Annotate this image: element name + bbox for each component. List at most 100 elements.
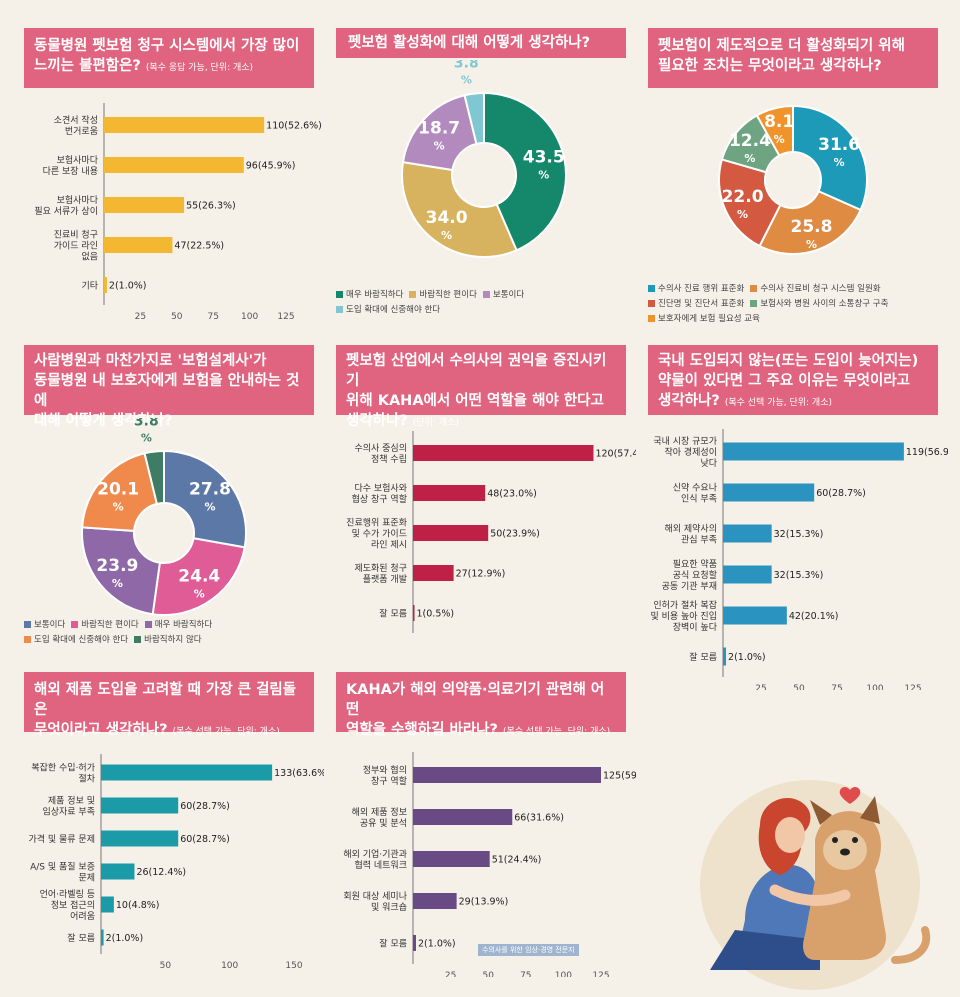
bar-value-label: 50(23.9%): [490, 529, 540, 540]
dog-eye-right: [852, 837, 858, 843]
bar: [101, 797, 179, 814]
legend-swatch: [750, 285, 758, 292]
chart4-legend: 보통이다 바람직한 편이다 매우 바람직하다도입 확대에 신중해야 한다 바람직하지 …: [24, 618, 324, 648]
category-label-line: 관심 부족: [681, 535, 717, 546]
bar-value-label: 26(12.4%): [136, 867, 186, 878]
dog-ear-left: [810, 800, 832, 825]
category-label-line: 제도화된 청구: [354, 562, 407, 574]
chart7-note: (복수 선택 가능, 단위: 개소): [172, 727, 280, 737]
chart4-donut-chart: 27.8%24.4%23.9%20.1%3.8%: [81, 414, 247, 616]
legend-swatch: [750, 300, 758, 307]
bar-value-label: 47(22.5%): [174, 241, 224, 252]
legend-swatch: [648, 300, 655, 307]
slice-value-label: 12.4: [729, 131, 771, 151]
bar: [723, 442, 904, 461]
bar-value-label: 29(13.9%): [459, 897, 509, 908]
category-label-line: 및 수가 가이드: [352, 528, 407, 540]
donut-slice: [81, 526, 161, 616]
category-label: 수의사 중심의 정책 수립: [354, 443, 407, 465]
category-label-line: 회원 대상 세미나: [343, 891, 407, 902]
slice-percent-sign: %: [112, 577, 123, 590]
x-tick-label: 25: [135, 312, 146, 320]
legend-item: 매우 바람직하다: [144, 618, 212, 633]
bar: [413, 605, 415, 621]
donut-slice: [143, 449, 165, 506]
bar: [413, 809, 513, 825]
chart8-title: KAHA가 해외 의약품·의료기기 관련해 어떤: [346, 682, 605, 718]
chart5-header: 펫보험 산업에서 수의사의 권익을 증진시키기 위해 KAHA에서 어떤 역할을…: [336, 345, 626, 429]
watermark-text: 수의사를 위한 임상·경영 전문지: [482, 946, 575, 954]
slice-percent-sign: %: [744, 152, 755, 165]
bar: [104, 117, 265, 133]
x-tick-label: 25: [755, 684, 766, 690]
category-label-line: 해외 제품 정보: [352, 806, 407, 818]
legend-label: 바람직한 편이다: [419, 290, 477, 300]
chart3-plot-container: 31.6% 25.8% 22.0% 12.4% 8.1%: [648, 100, 948, 280]
legend-swatch: [336, 306, 343, 313]
category-label: 해외 제약사의 관심 부족: [664, 523, 717, 546]
legend-item: 수의사 진료 행위 표준화: [648, 282, 744, 297]
category-label-line: 정보 접근의: [51, 899, 95, 911]
legend-label: 수의사 진료 행위 표준화: [658, 284, 745, 294]
legend-item: 바람직한 편이다: [71, 618, 139, 633]
legend-item: 보험사와 병원 사이의 소통창구 구축: [750, 297, 888, 312]
category-label-line: 해외 제약사의: [664, 523, 717, 535]
category-label-line: 번거로움: [65, 126, 98, 137]
legend-item: 수의사 진료비 청구 시스템 일원화: [750, 282, 881, 297]
legend-label: 도입 확대에 신중해야 한다: [346, 305, 441, 315]
category-label-line: 작아 경제성이: [664, 446, 717, 458]
category-label: 복잡한 수입·허가 절차: [31, 762, 95, 785]
legend-item: 보호자에게 보험 필요성 교육: [648, 312, 760, 327]
chart6-title: 국내 도입되지 않는(또는 도입이 늦어지는): [658, 353, 919, 369]
slice-percent-sign: %: [194, 588, 205, 601]
legend-item: 보통이다: [482, 288, 524, 303]
legend-swatch: [144, 621, 152, 628]
category-label-line: 제품 정보 및: [48, 795, 95, 807]
category-label-line: A/S 및 품질 보증: [30, 861, 95, 873]
bar-value-label: 60(28.7%): [180, 801, 230, 812]
category-label: 보험사마다 다른 보장 내용: [43, 155, 99, 177]
category-label-line: 보험사마다: [57, 155, 99, 166]
bar: [413, 851, 490, 867]
legend-item: 도입 확대에 신중해야 한다: [24, 633, 128, 648]
chart5-title: 펫보험 산업에서 수의사의 권익을 증진시키기: [346, 353, 607, 389]
bar-value-label: 27(12.9%): [456, 569, 506, 580]
legend-swatch: [71, 621, 79, 628]
category-label-line: 인식 부족: [681, 494, 717, 505]
category-label-line: 문제: [78, 873, 95, 884]
category-label-line: 절차: [78, 773, 95, 785]
woman-face: [775, 817, 805, 853]
illustration-svg: [700, 780, 931, 990]
chart7-title2: 무엇이라고 생각하나?: [34, 722, 168, 738]
category-label-line: 복잡한 수입·허가: [31, 762, 95, 774]
category-label: 제도화된 청구 플랫폼 개발: [354, 562, 407, 585]
slice-value-label: 3.8: [454, 60, 479, 72]
category-label: 해외 기업·기관과 협력 네트워크: [343, 848, 407, 871]
legend-swatch: [134, 636, 142, 643]
category-label: 신약 수요나 인식 부족: [673, 482, 717, 505]
category-label-line: 필요한 약품: [673, 558, 717, 570]
chart1-plot-container: 소견서 작성 번거로움 110(52.6%) 보험사마다 다른 보장 내용 96(45.9…: [24, 100, 324, 322]
donut-slice: [401, 161, 518, 258]
legend-label: 도입 확대에 신중해야 한다: [34, 635, 129, 645]
bar: [413, 445, 594, 461]
category-label: 정부와 협의 창구 역할: [363, 764, 407, 787]
bar: [104, 197, 185, 213]
bar: [104, 157, 244, 173]
category-label-line: 해외 기업·기관과: [343, 848, 407, 860]
category-label-line: 임상자료 부족: [42, 806, 95, 818]
chart3-legend: 수의사 진료 행위 표준화 수의사 진료비 청구 시스템 일원화진단명 및 진단서…: [648, 282, 943, 327]
category-label: 잘 모름: [67, 932, 95, 944]
donut-slice: [718, 158, 782, 248]
x-tick-label: 100: [555, 971, 572, 977]
slice-value-label: 34.0: [426, 208, 468, 228]
category-label-line: 기타: [81, 281, 98, 292]
slice-percent-sign: %: [806, 238, 817, 251]
bar: [101, 929, 104, 946]
bar-value-label: 120(57.4%): [595, 449, 636, 460]
slice-value-label: 22.0: [722, 187, 764, 207]
category-label-line: 진료행위 표준화: [346, 517, 407, 529]
bar-value-label: 51(24.4%): [492, 855, 542, 866]
x-tick-label: 125: [592, 971, 609, 977]
